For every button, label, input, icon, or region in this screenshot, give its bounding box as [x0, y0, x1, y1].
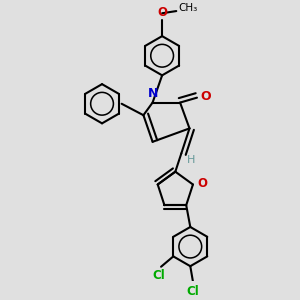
Text: O: O: [198, 177, 208, 190]
Text: O: O: [157, 6, 167, 19]
Text: H: H: [187, 155, 196, 165]
Text: N: N: [147, 87, 158, 100]
Text: Cl: Cl: [187, 285, 200, 298]
Text: O: O: [200, 90, 211, 103]
Text: CH₃: CH₃: [178, 2, 198, 13]
Text: Cl: Cl: [152, 269, 165, 283]
